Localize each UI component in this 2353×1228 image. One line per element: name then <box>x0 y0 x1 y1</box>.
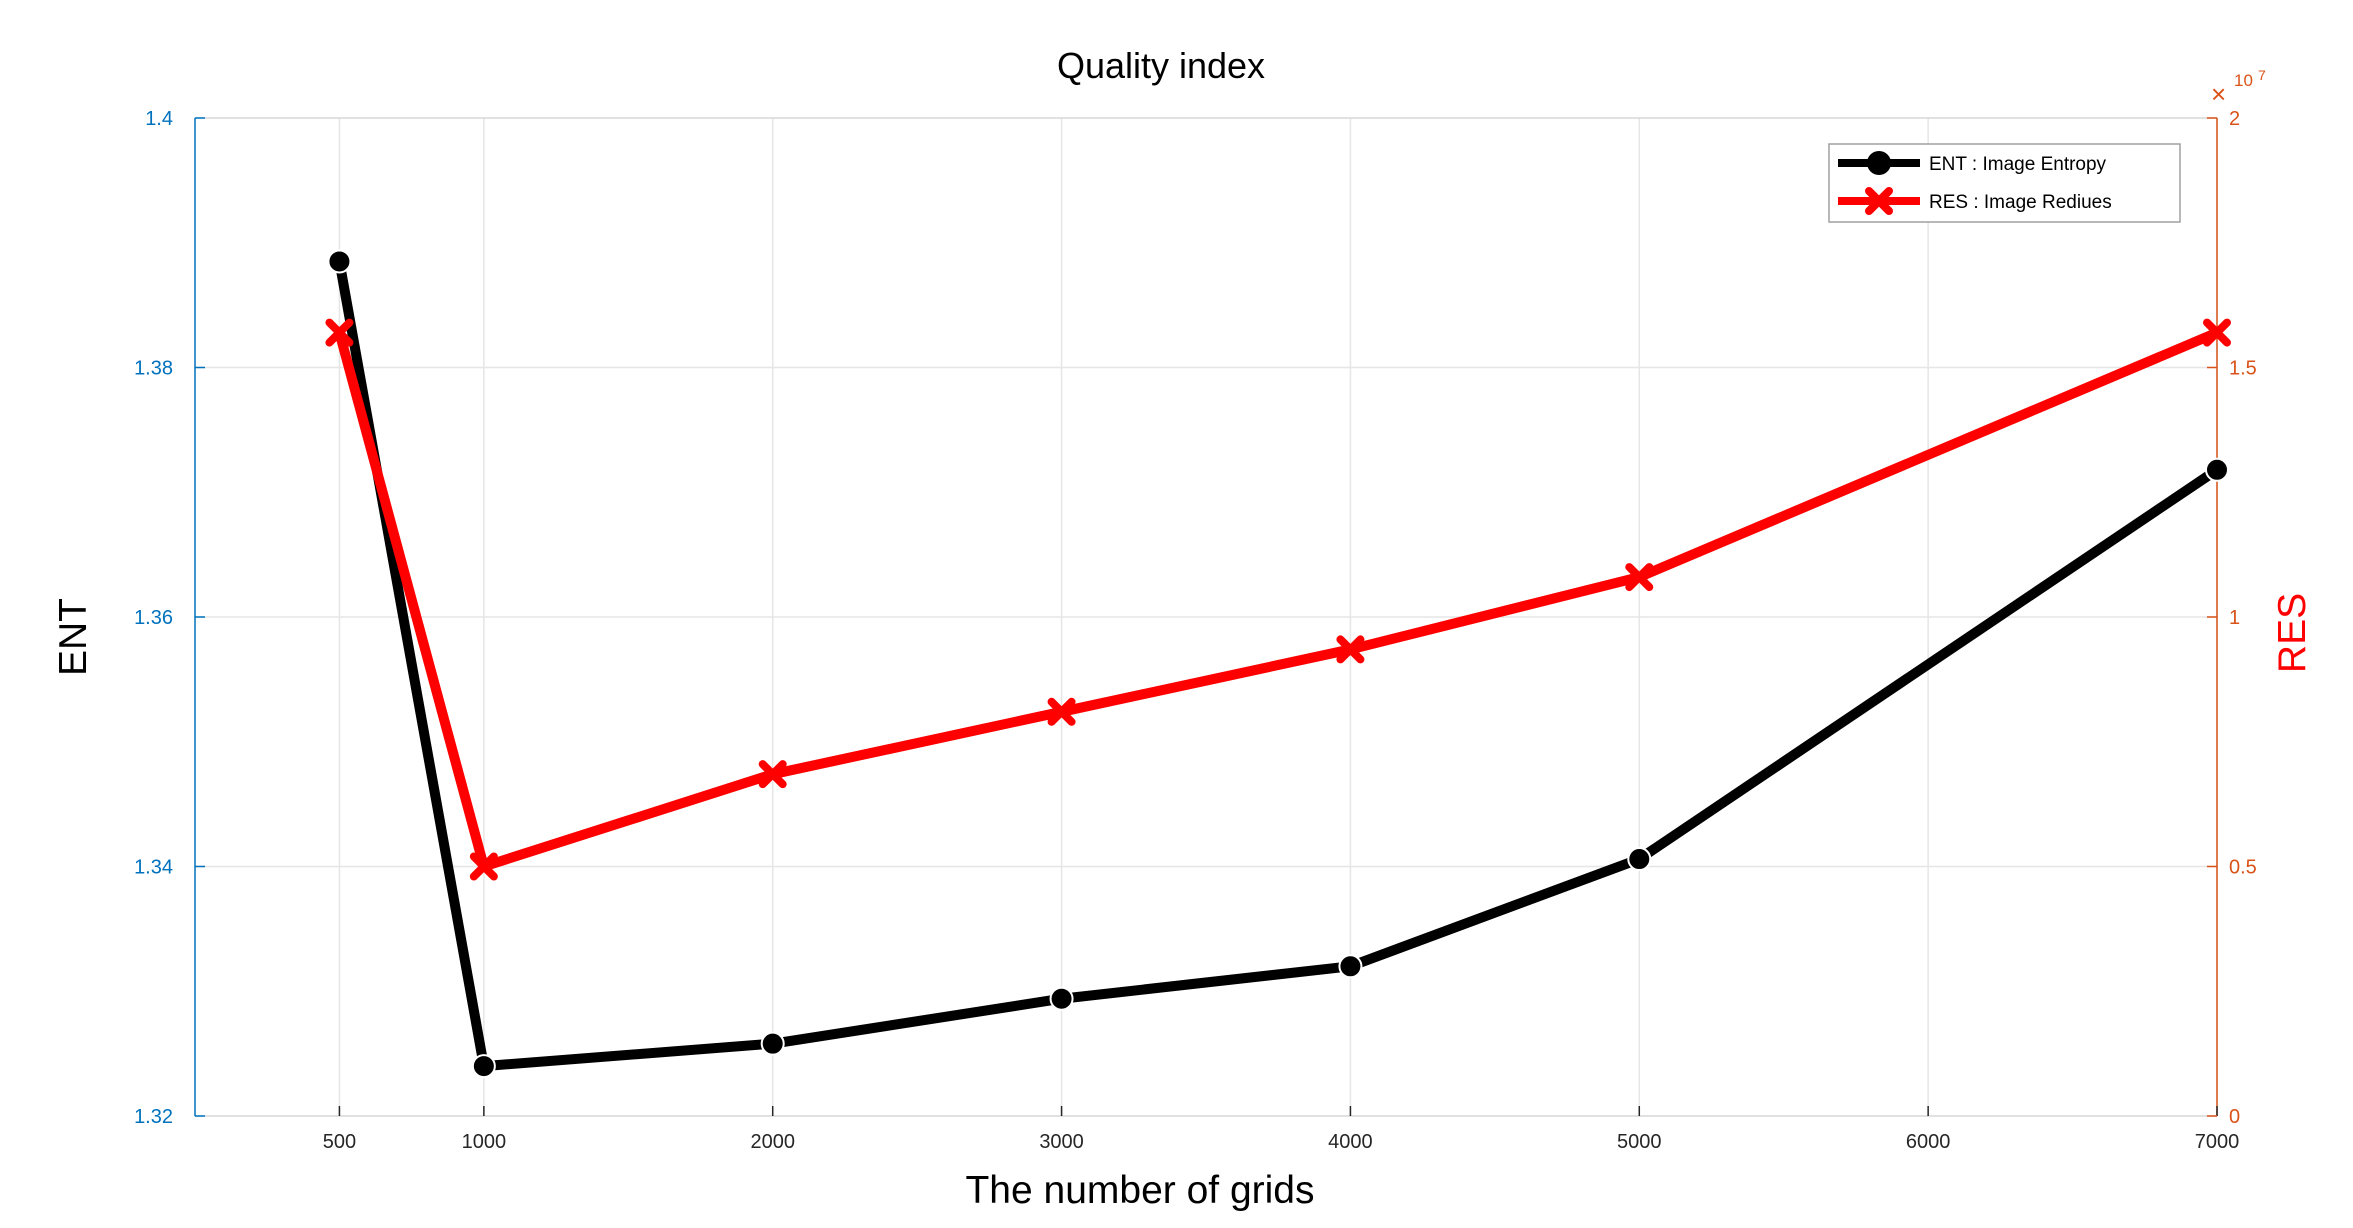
right-y-axis-label: RES <box>2271 593 2314 673</box>
legend-label-res: RES : Image Rediues <box>1929 192 2112 213</box>
x-tick-label: 5000 <box>1617 1131 1662 1153</box>
exponent-symbol: × <box>2211 79 2226 109</box>
left-y-tick-label: 1.36 <box>134 607 173 629</box>
right-y-axis-ticks: 0 0.5 1 1.5 2 <box>2207 108 2257 1128</box>
legend-label-ent: ENT : Image Entropy <box>1929 154 2107 175</box>
ent-data-point <box>327 249 352 274</box>
res-data-point <box>469 852 498 881</box>
res-data-point <box>1625 563 1654 592</box>
ent-data-point <box>760 1031 785 1056</box>
left-y-tick-label: 1.34 <box>134 857 173 879</box>
x-axis-label: The number of grids <box>965 1169 1314 1212</box>
series-lines <box>325 249 2231 1079</box>
ent-data-point <box>1338 954 1363 979</box>
x-tick-label: 3000 <box>1039 1131 1084 1153</box>
res-data-point <box>758 760 787 789</box>
legend-marker-ent <box>1867 151 1891 175</box>
res-data-point <box>2203 318 2231 347</box>
ent-data-point <box>1049 986 1074 1011</box>
right-y-tick-label: 1.5 <box>2229 358 2257 380</box>
x-marker-stroke <box>758 760 787 789</box>
right-y-tick-label: 0 <box>2229 1106 2240 1128</box>
left-y-tick-label: 1.38 <box>134 358 173 380</box>
ent-data-point <box>1627 847 1652 872</box>
x-tick-label: 1000 <box>462 1131 507 1153</box>
res-data-point <box>1047 697 1076 726</box>
x-marker-stroke <box>325 318 354 347</box>
left-y-axis-ticks: 1.32 1.34 1.36 1.38 1.4 <box>134 108 205 1128</box>
chart-title: Quality index <box>1057 45 1265 86</box>
right-axis-exponent: × 10 7 <box>2211 67 2266 109</box>
x-marker-stroke <box>469 852 498 881</box>
x-marker-stroke <box>1625 563 1654 592</box>
x-marker-stroke <box>2203 318 2231 347</box>
x-tick-label: 7000 <box>2195 1131 2240 1153</box>
x-tick-label: 4000 <box>1328 1131 1373 1153</box>
x-tick-label: 500 <box>323 1131 356 1153</box>
x-marker-stroke <box>1047 697 1076 726</box>
left-y-tick-label: 1.32 <box>134 1106 173 1128</box>
x-axis-ticks: 500 1000 2000 3000 4000 5000 6000 7000 <box>323 1106 2240 1153</box>
x-tick-label: 6000 <box>1906 1131 1951 1153</box>
ent-data-point <box>471 1054 496 1079</box>
ent-data-point <box>2205 457 2229 482</box>
right-y-tick-label: 0.5 <box>2229 857 2257 879</box>
left-y-tick-label: 1.4 <box>145 108 173 130</box>
x-marker-stroke <box>1336 635 1365 664</box>
right-y-tick-label: 1 <box>2229 607 2240 629</box>
x-tick-label: 2000 <box>750 1131 795 1153</box>
right-y-tick-label: 2 <box>2229 108 2240 130</box>
legend-marker-res <box>1865 187 1893 215</box>
exponent-power: 7 <box>2258 67 2266 83</box>
legend: ENT : Image Entropy RES : Image Rediues <box>1828 143 2181 223</box>
left-y-axis-label: ENT <box>52 598 95 676</box>
exponent-base: 10 <box>2234 71 2253 90</box>
res-data-point <box>1336 635 1365 664</box>
res-data-point <box>325 318 354 347</box>
legend-x-marker <box>1865 187 1893 215</box>
x-marker-stroke <box>1865 187 1893 215</box>
